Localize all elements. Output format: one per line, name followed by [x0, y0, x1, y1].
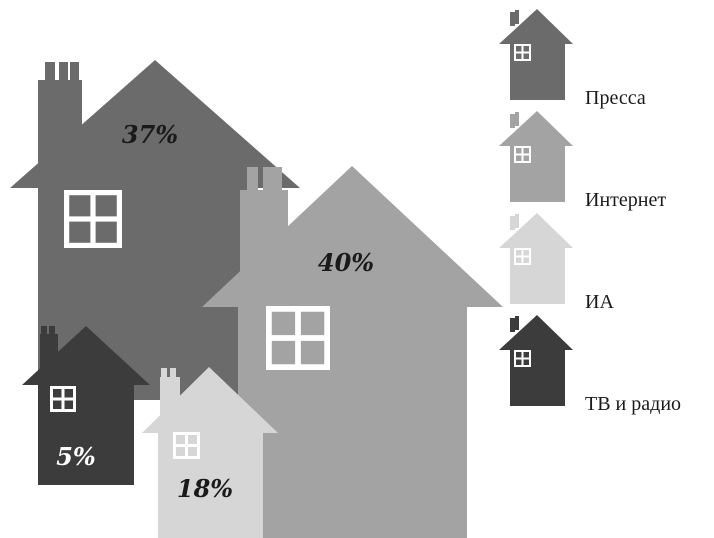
- legend-label-pressa: Пресса: [585, 87, 646, 109]
- house-internet-chimney-pot: [272, 167, 282, 191]
- legend-window-pane: [516, 46, 522, 52]
- legend-window-pane: [523, 46, 529, 52]
- house-pressa: [10, 60, 300, 400]
- legend-label-internet: Интернет: [585, 189, 666, 211]
- house-tv-radio-window-pane: [53, 400, 62, 409]
- house-tv-radio-body: [22, 326, 150, 485]
- legend-house-body: [499, 111, 573, 202]
- value-label-pressa: 37%: [122, 120, 178, 149]
- house-internet-window-pane: [271, 340, 296, 365]
- legend-window-pane: [516, 53, 522, 59]
- house-ia: [142, 367, 278, 538]
- legend-house-icon: [499, 111, 573, 202]
- legend-window-pane: [523, 359, 529, 365]
- legend-chimney: [515, 316, 519, 330]
- house-internet-body: [202, 166, 503, 538]
- house-tv-radio-chimney-pot: [41, 326, 47, 335]
- legend-window-pane: [516, 359, 522, 365]
- legend-item-internet: Интернет: [499, 111, 666, 211]
- house-tv-radio-chimney-pot: [49, 326, 55, 335]
- house-pressa-body: [10, 60, 300, 400]
- legend-chimney: [510, 114, 515, 128]
- house-ia-window-pane: [176, 447, 185, 456]
- house-ia-window-pane: [188, 435, 197, 444]
- house-pressa-window-pane: [69, 195, 91, 217]
- house-ia-chimney-pot: [170, 368, 176, 378]
- legend-window-pane: [523, 250, 529, 256]
- legend-label-ia: ИА: [585, 291, 614, 313]
- house-ia-chimney-pot: [161, 368, 167, 378]
- legend-item-tv-radio: ТВ и радио: [499, 315, 681, 415]
- value-label-tv-radio: 5%: [56, 442, 96, 471]
- house-ia-window-pane: [188, 447, 197, 456]
- house-internet-window-pane: [300, 340, 325, 365]
- legend-house-icon: [499, 213, 573, 304]
- legend-house-body: [499, 315, 573, 406]
- house-ia-window-pane: [176, 435, 185, 444]
- value-label-internet: 40%: [318, 248, 374, 277]
- legend-house-icon: [499, 315, 573, 406]
- house-pressa-window-pane: [95, 195, 117, 217]
- legend-item-pressa: Пресса: [499, 9, 646, 109]
- legend-window-pane: [516, 155, 522, 161]
- legend: Пресса Интернет ИА ТВ и радио: [499, 9, 681, 415]
- house-internet: [202, 166, 503, 538]
- legend-chimney: [515, 10, 519, 24]
- house-tv-radio-window-pane: [64, 400, 73, 409]
- legend-label-tv-radio: ТВ и радио: [585, 393, 681, 415]
- legend-house-icon: [499, 9, 573, 100]
- legend-window-pane: [523, 155, 529, 161]
- house-pressa-chimney-pot: [70, 62, 79, 81]
- legend-window-pane: [516, 257, 522, 263]
- legend-chimney: [510, 12, 515, 26]
- houses-group: [10, 60, 503, 538]
- legend-window-pane: [523, 352, 529, 358]
- legend-window-pane: [523, 148, 529, 154]
- legend-window-pane: [516, 148, 522, 154]
- value-labels-group: 37% 40% 5% 18%: [56, 120, 374, 503]
- legend-window-pane: [523, 257, 529, 263]
- legend-window-pane: [523, 53, 529, 59]
- legend-item-ia: ИА: [499, 213, 614, 313]
- legend-house-body: [499, 9, 573, 100]
- house-ia-body: [142, 367, 278, 538]
- legend-chimney: [510, 216, 515, 230]
- legend-window-pane: [516, 352, 522, 358]
- legend-chimney: [510, 318, 515, 332]
- house-tv-radio-window-pane: [53, 389, 62, 398]
- legend-house-body: [499, 213, 573, 304]
- house-pressa-window-pane: [95, 221, 117, 243]
- house-tv-radio-window-pane: [64, 389, 73, 398]
- house-tv-radio: [22, 326, 150, 485]
- house-pressa-window-pane: [69, 221, 91, 243]
- house-internet-window-pane: [300, 311, 325, 336]
- house-pressa-chimney-pot: [59, 62, 68, 81]
- house-internet-window-pane: [271, 311, 296, 336]
- legend-chimney: [515, 112, 519, 126]
- legend-window-pane: [516, 250, 522, 256]
- house-internet-chimney-pot: [247, 167, 258, 191]
- legend-chimney: [515, 214, 519, 228]
- value-label-ia: 18%: [177, 474, 233, 503]
- house-pressa-chimney-pot: [45, 62, 55, 81]
- house-internet-chimney-pot: [263, 167, 272, 191]
